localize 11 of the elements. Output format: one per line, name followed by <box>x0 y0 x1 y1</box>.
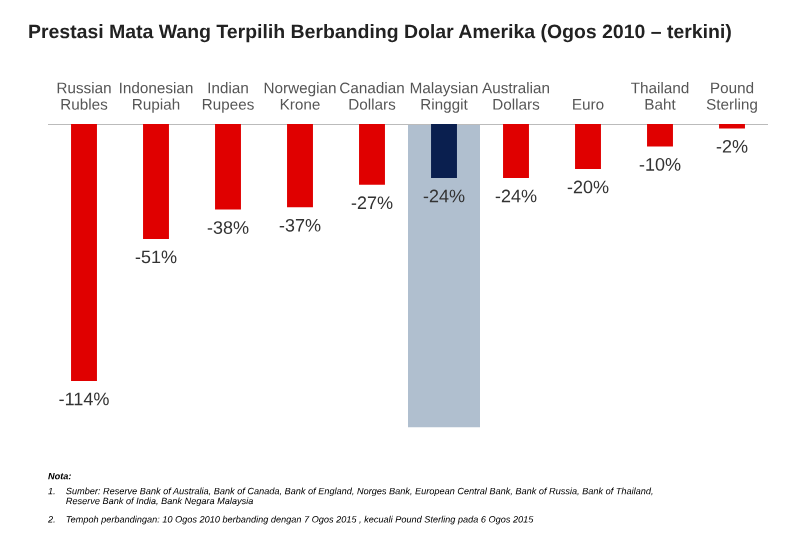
data-label: -114% <box>59 392 109 406</box>
data-label: -51% <box>135 250 177 264</box>
data-label: -27% <box>351 196 393 210</box>
data-label: -37% <box>279 218 321 232</box>
data-label: -20% <box>567 180 609 194</box>
data-label: -24% <box>495 189 537 203</box>
data-label: -38% <box>207 221 249 234</box>
chart-title: Prestasi Mata Wang Terpilih Berbanding Dolar Amerika (Ogos 2010 – terkini) <box>29 24 731 43</box>
data-label: -10% <box>639 158 681 171</box>
data-label: -24% <box>423 189 465 203</box>
data-label: -2% <box>716 139 748 153</box>
